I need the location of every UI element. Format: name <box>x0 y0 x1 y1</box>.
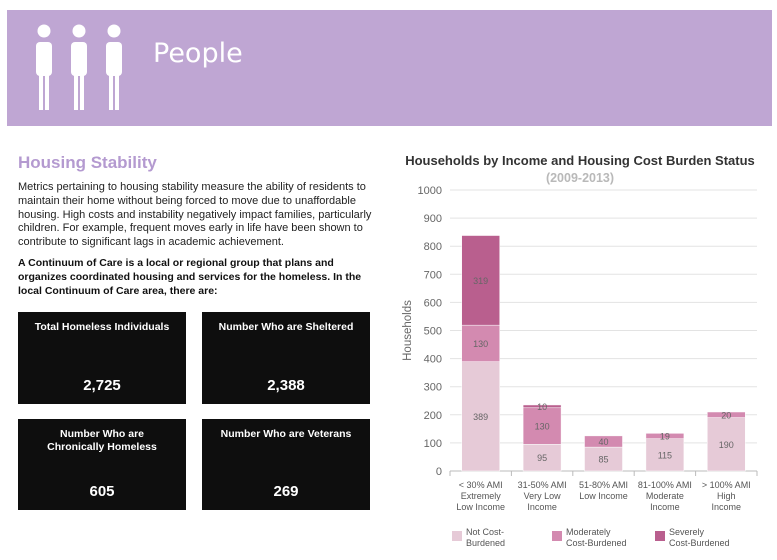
y-tick-label: 300 <box>424 382 442 394</box>
bar-segment <box>584 435 623 448</box>
data-label: 319 <box>473 276 488 286</box>
legend-label: Cost-Burdened <box>669 538 730 548</box>
stat-label: Number Who are Sheltered <box>218 321 354 333</box>
y-tick-label: 500 <box>424 326 442 338</box>
chart-subtitle: (2009-2013) <box>545 171 615 185</box>
data-label: 95 <box>537 453 547 463</box>
bar-segment <box>461 361 500 472</box>
y-tick-label: 400 <box>424 354 442 366</box>
stat-card-veterans: Number Who are Veterans 269 <box>202 419 370 510</box>
data-label: 19 <box>660 432 670 442</box>
x-tick-label: 81-100% AMI <box>638 480 692 490</box>
legend-label: Cost-Burdened <box>566 538 627 548</box>
x-tick-label: Income <box>712 502 742 512</box>
data-label: 190 <box>719 440 734 450</box>
data-label: 85 <box>598 455 608 465</box>
x-tick-label: Low Income <box>456 502 505 512</box>
bar-segment <box>645 433 685 439</box>
section-title: Housing Stability <box>18 153 157 172</box>
stat-label: Number Who are Veterans <box>220 428 352 440</box>
legend-label: Not Cost- <box>466 527 504 537</box>
stat-value: 269 <box>273 483 299 500</box>
bar-segment <box>645 438 685 472</box>
x-tick-label: Income <box>650 502 680 512</box>
x-tick-label: Moderate <box>646 491 684 501</box>
legend-label: Moderately <box>566 527 611 537</box>
stat-card-sheltered: Number Who are Sheltered 2,388 <box>202 312 370 404</box>
bar-segment <box>707 417 746 472</box>
x-tick-label: Extremely <box>461 491 502 501</box>
x-tick-label: Income <box>527 502 557 512</box>
x-tick-label: 51-80% AMI <box>579 480 628 490</box>
y-tick-label: 1000 <box>418 185 442 197</box>
chart-title: Households by Income and Housing Cost Bu… <box>405 153 755 168</box>
x-tick-label: Very Low <box>524 491 562 501</box>
bar-segment <box>461 235 500 326</box>
x-tick-label: 31-50% AMI <box>518 480 567 490</box>
x-tick-label: > 100% AMI <box>702 480 751 490</box>
data-label: 40 <box>598 437 608 447</box>
y-axis-label: Households <box>402 300 414 361</box>
x-tick-label: < 30% AMI <box>459 480 503 490</box>
data-label: 130 <box>535 422 550 432</box>
bar-segment <box>461 324 500 362</box>
bar-segment <box>522 404 562 409</box>
continuum-of-care-paragraph: A Continuum of Care is a local or region… <box>18 257 362 297</box>
legend-swatch <box>452 531 462 541</box>
y-tick-label: 800 <box>424 241 442 253</box>
stat-label: Total Homeless Individuals <box>34 321 170 333</box>
stat-value: 2,388 <box>267 377 305 394</box>
legend-swatch <box>552 531 562 541</box>
stat-label: Number Who are Chronically Homeless <box>47 428 157 453</box>
data-label: 389 <box>473 412 488 422</box>
y-tick-label: 200 <box>424 410 442 422</box>
y-tick-label: 0 <box>436 466 442 478</box>
bar-segment <box>707 411 746 418</box>
bar-segment <box>522 407 562 445</box>
stat-value: 2,725 <box>83 377 121 394</box>
x-tick-label: High <box>717 491 736 501</box>
y-tick-label: 100 <box>424 438 442 450</box>
stat-card-total-homeless: Total Homeless Individuals 2,725 <box>18 312 186 404</box>
y-tick-label: 900 <box>424 213 442 225</box>
page-title: People <box>153 38 243 69</box>
people-icon <box>36 24 122 110</box>
legend-label: Severely <box>669 527 705 537</box>
intro-paragraph: Metrics pertaining to housing stability … <box>18 181 372 249</box>
data-label: 115 <box>658 450 672 460</box>
legend-label: Burdened <box>466 538 505 548</box>
legend-swatch <box>655 531 665 541</box>
data-label: 130 <box>473 339 488 349</box>
bar-segment <box>522 444 562 472</box>
y-tick-label: 600 <box>424 297 442 309</box>
x-tick-label: Low Income <box>579 491 628 501</box>
y-tick-label: 700 <box>424 269 442 281</box>
data-label: 20 <box>721 410 731 420</box>
stat-card-chronically-homeless: Number Who are Chronically Homeless 605 <box>18 419 186 510</box>
page-banner: People <box>7 10 772 126</box>
stat-value: 605 <box>89 483 115 500</box>
data-label: 10 <box>537 402 547 412</box>
